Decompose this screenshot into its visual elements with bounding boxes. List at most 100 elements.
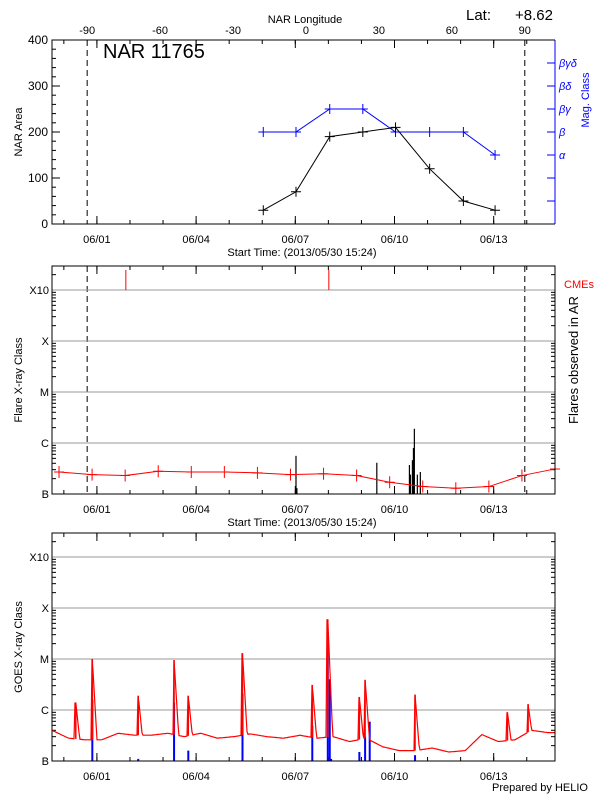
x-tick-label: 06/13 [480,234,508,246]
flare-baseline-point [252,466,263,479]
mag-class-point [324,104,335,114]
x-tick-label: 06/10 [381,234,409,246]
mag-class-label: βγδ [558,58,578,70]
mag-class-point [357,104,368,114]
x-tick-label: 06/10 [381,771,409,783]
x-tick-label: 06/13 [480,771,508,783]
x-tick-label: 06/13 [480,504,508,516]
cme-label: CMEs [564,279,594,291]
mag-class-axis-title: Mag. Class [580,72,592,128]
flare-baseline-point [87,468,98,481]
goes-event-bar [358,752,361,761]
longitude-tick-label: 0 [303,25,309,37]
goes-event-bar [364,736,367,761]
nar-area-panel: 06/01 06/04 06/07 06/10 06/13 Start Time: (20… [13,14,592,259]
flare-baseline-point [120,469,131,482]
x-tick-label: 06/01 [83,771,111,783]
y-tick-label: X10 [29,285,49,297]
x-axis-title: Start Time: (2013/05/30 15:24) [227,247,376,259]
longitude-tick-label: 30 [373,25,385,37]
flare-baseline-point [219,466,230,478]
flare-baseline-point [516,469,527,482]
mag-class-line [263,108,496,156]
x-tick-label: 06/01 [83,234,111,246]
x-tick-label: 06/07 [282,234,310,246]
y-axis-title: NAR Area [13,107,25,157]
goes-event-bar [368,721,371,761]
y-tick-label: 0 [41,217,48,231]
panel-frame [51,532,556,762]
flare-baseline-point [483,480,494,493]
y-tick-label: C [41,438,49,450]
lat-label: Lat: [466,7,491,24]
flare-baseline-point [351,469,362,482]
y-axis-title: GOES X-ray Class [13,601,25,693]
flare-baseline-point [318,467,329,480]
y-tick-label: X [42,603,50,615]
mag-class-point [490,150,501,160]
y-tick-label: 400 [28,33,48,47]
mag-class-point [424,127,435,137]
area-point [324,131,335,142]
y-tick-label: B [42,489,49,501]
flare-baseline-point [384,476,395,489]
area-point [458,196,469,206]
area-line [263,126,496,211]
x-tick-label: 06/04 [182,771,210,783]
y-tick-label: X [42,336,50,348]
goes-event-bar [311,725,314,761]
y-tick-label: C [41,705,49,717]
mag-class-point [458,127,469,137]
y-tick-label: B [42,756,49,768]
longitude-tick-label: -30 [225,25,241,37]
x-tick-label: 06/01 [83,504,111,516]
area-point [357,127,368,137]
panel-frame [51,39,555,225]
y-tick-label: X10 [29,552,49,564]
goes-event-bar [187,750,190,761]
lat-value: +8.62 [515,7,553,24]
y-axis-title: Flare X-ray Class [13,337,25,422]
flare-baseline-point [450,482,461,495]
goes-event-bar [414,755,417,761]
mag-class-label: βγ [558,104,572,116]
x-tick-label: 06/04 [182,504,210,516]
y-tick-label: 300 [28,79,48,93]
flare-baseline-point [54,466,65,478]
y-tick-label: M [40,654,49,666]
goes-xray-panel: 06/01 06/04 06/07 06/10 06/13 B C M X X10 GOES X-r… [13,532,556,783]
x-tick-label: 06/07 [282,771,310,783]
mag-class-label: βδ [558,81,572,93]
goes-flux-line [51,619,555,753]
goes-event-bar [330,758,333,761]
region-title: NAR 11765 [103,41,205,63]
area-point [424,163,435,174]
x-tick-label: 06/07 [282,504,310,516]
flare-baseline-point [417,480,428,493]
flare-baseline-point [285,468,296,481]
x-tick-label: 06/10 [381,504,409,516]
y2-axis-title: Flares observed in AR [566,296,581,424]
mag-class-point [290,127,301,137]
x-tick-label: 06/04 [182,234,210,246]
flare-class-panel: 06/01 06/04 06/07 06/10 06/13 Start Time: (20… [13,265,594,529]
credit-text: Prepared by HELIO [492,782,588,794]
longitude-axis-title: NAR Longitude [268,14,343,26]
flare-baseline-point [186,466,197,478]
longitude-tick-label: 90 [519,25,531,37]
flare-baseline-point [153,465,164,478]
area-point [390,122,401,133]
flare-baseline-line [58,468,556,489]
y-tick-label: 100 [28,171,48,185]
goes-event-bar [137,758,140,761]
longitude-tick-label: -60 [152,25,168,37]
area-point [258,205,269,216]
area-point [490,205,501,216]
area-point [290,186,301,197]
x-axis-title: Start Time: (2013/05/30 15:24) [227,517,376,529]
y-tick-label: 200 [28,125,48,139]
y-tick-label: M [40,387,49,399]
panel-frame [51,265,556,495]
mag-class-point [258,127,269,137]
